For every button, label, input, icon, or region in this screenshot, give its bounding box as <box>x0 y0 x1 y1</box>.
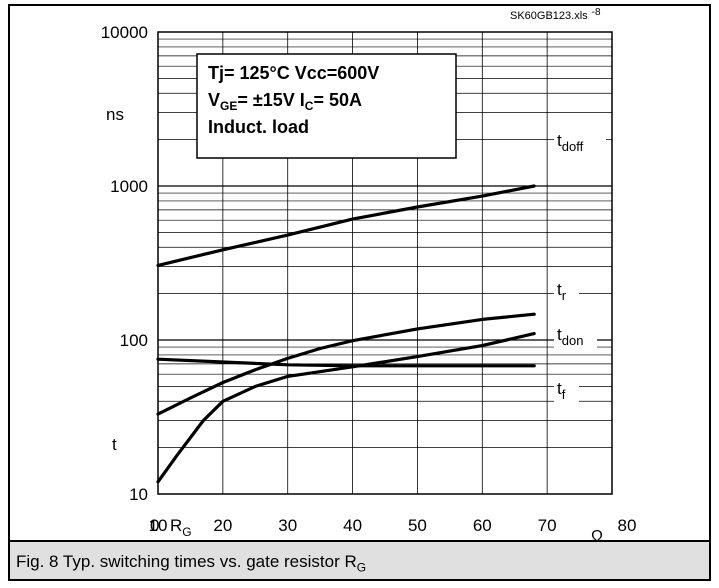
series-label-tf: tf <box>557 379 566 402</box>
y-tick-labels: 10 100 1000 10000 <box>101 23 148 504</box>
x-tick-label: 40 <box>343 516 362 535</box>
conditions-ic-value: = 50A <box>313 90 362 110</box>
x-tick-label: 70 <box>538 516 557 535</box>
conditions-line-2: VGE= ±15V IC= 50A <box>208 90 362 113</box>
x-axis-symbol: RG <box>170 516 192 539</box>
curve-tf <box>156 357 536 368</box>
series-label-bg <box>554 378 579 406</box>
series-label-bg <box>554 130 606 158</box>
plot-border <box>157 31 613 495</box>
series-label-tr: tr <box>557 280 567 303</box>
x-axis-symbol-r: R <box>170 516 182 535</box>
conditions-ic-sub: C <box>305 99 314 113</box>
x-axis-unit: Ω <box>591 528 603 545</box>
y-axis-symbol: t <box>112 435 117 454</box>
y-tick-label: 10000 <box>101 23 148 42</box>
x-tick-label: 0 <box>150 516 159 535</box>
grid <box>158 32 612 494</box>
conditions-vge-value: = ±15V I <box>237 90 304 110</box>
y-tick-label: 1000 <box>110 177 148 196</box>
x-tick-label: 10 <box>149 516 168 535</box>
figure-number: -8 <box>592 7 601 18</box>
conditions-vge-sub: GE <box>220 99 237 113</box>
conditions-vge: V <box>208 90 220 110</box>
x-axis-symbol-sub: G <box>182 525 191 539</box>
curve-tdoff <box>156 184 536 267</box>
x-tick-label: 50 <box>408 516 427 535</box>
x-tick-label: 30 <box>278 516 297 535</box>
curves: tdoff tr tdon tf <box>156 130 606 484</box>
y-tick-label: 10 <box>129 485 148 504</box>
series-label-tdon: tdon <box>557 325 583 348</box>
y-axis-unit: ns <box>106 105 124 124</box>
x-tick-label: 80 <box>618 516 637 535</box>
curve-tdon <box>156 332 536 484</box>
conditions-box <box>196 53 457 159</box>
file-tag-name: SK60GB123.xls <box>510 10 588 22</box>
series-label-bg <box>554 324 597 352</box>
series-label-tdoff: tdoff <box>557 131 584 154</box>
file-tag: SK60GB123.xls -8 <box>510 7 601 22</box>
caption-text: Fig. 8 Typ. switching times vs. gate res… <box>16 552 357 571</box>
caption-subscript: G <box>356 560 367 575</box>
x-tick-labels: 010 20 30 40 50 60 70 80 <box>149 516 637 535</box>
curve-tr <box>156 312 536 416</box>
y-tick-label: 100 <box>120 331 148 350</box>
caption-bar <box>8 540 711 581</box>
series-label-bg <box>554 279 579 307</box>
x-tick-label: 60 <box>473 516 492 535</box>
conditions-line-1: Tj= 125°C Vcc=600V <box>208 63 379 83</box>
x-tick-label: 20 <box>213 516 232 535</box>
conditions-line-3: Induct. load <box>208 117 309 137</box>
figure-caption: Fig. 8 Typ. switching times vs. gate res… <box>16 552 366 574</box>
